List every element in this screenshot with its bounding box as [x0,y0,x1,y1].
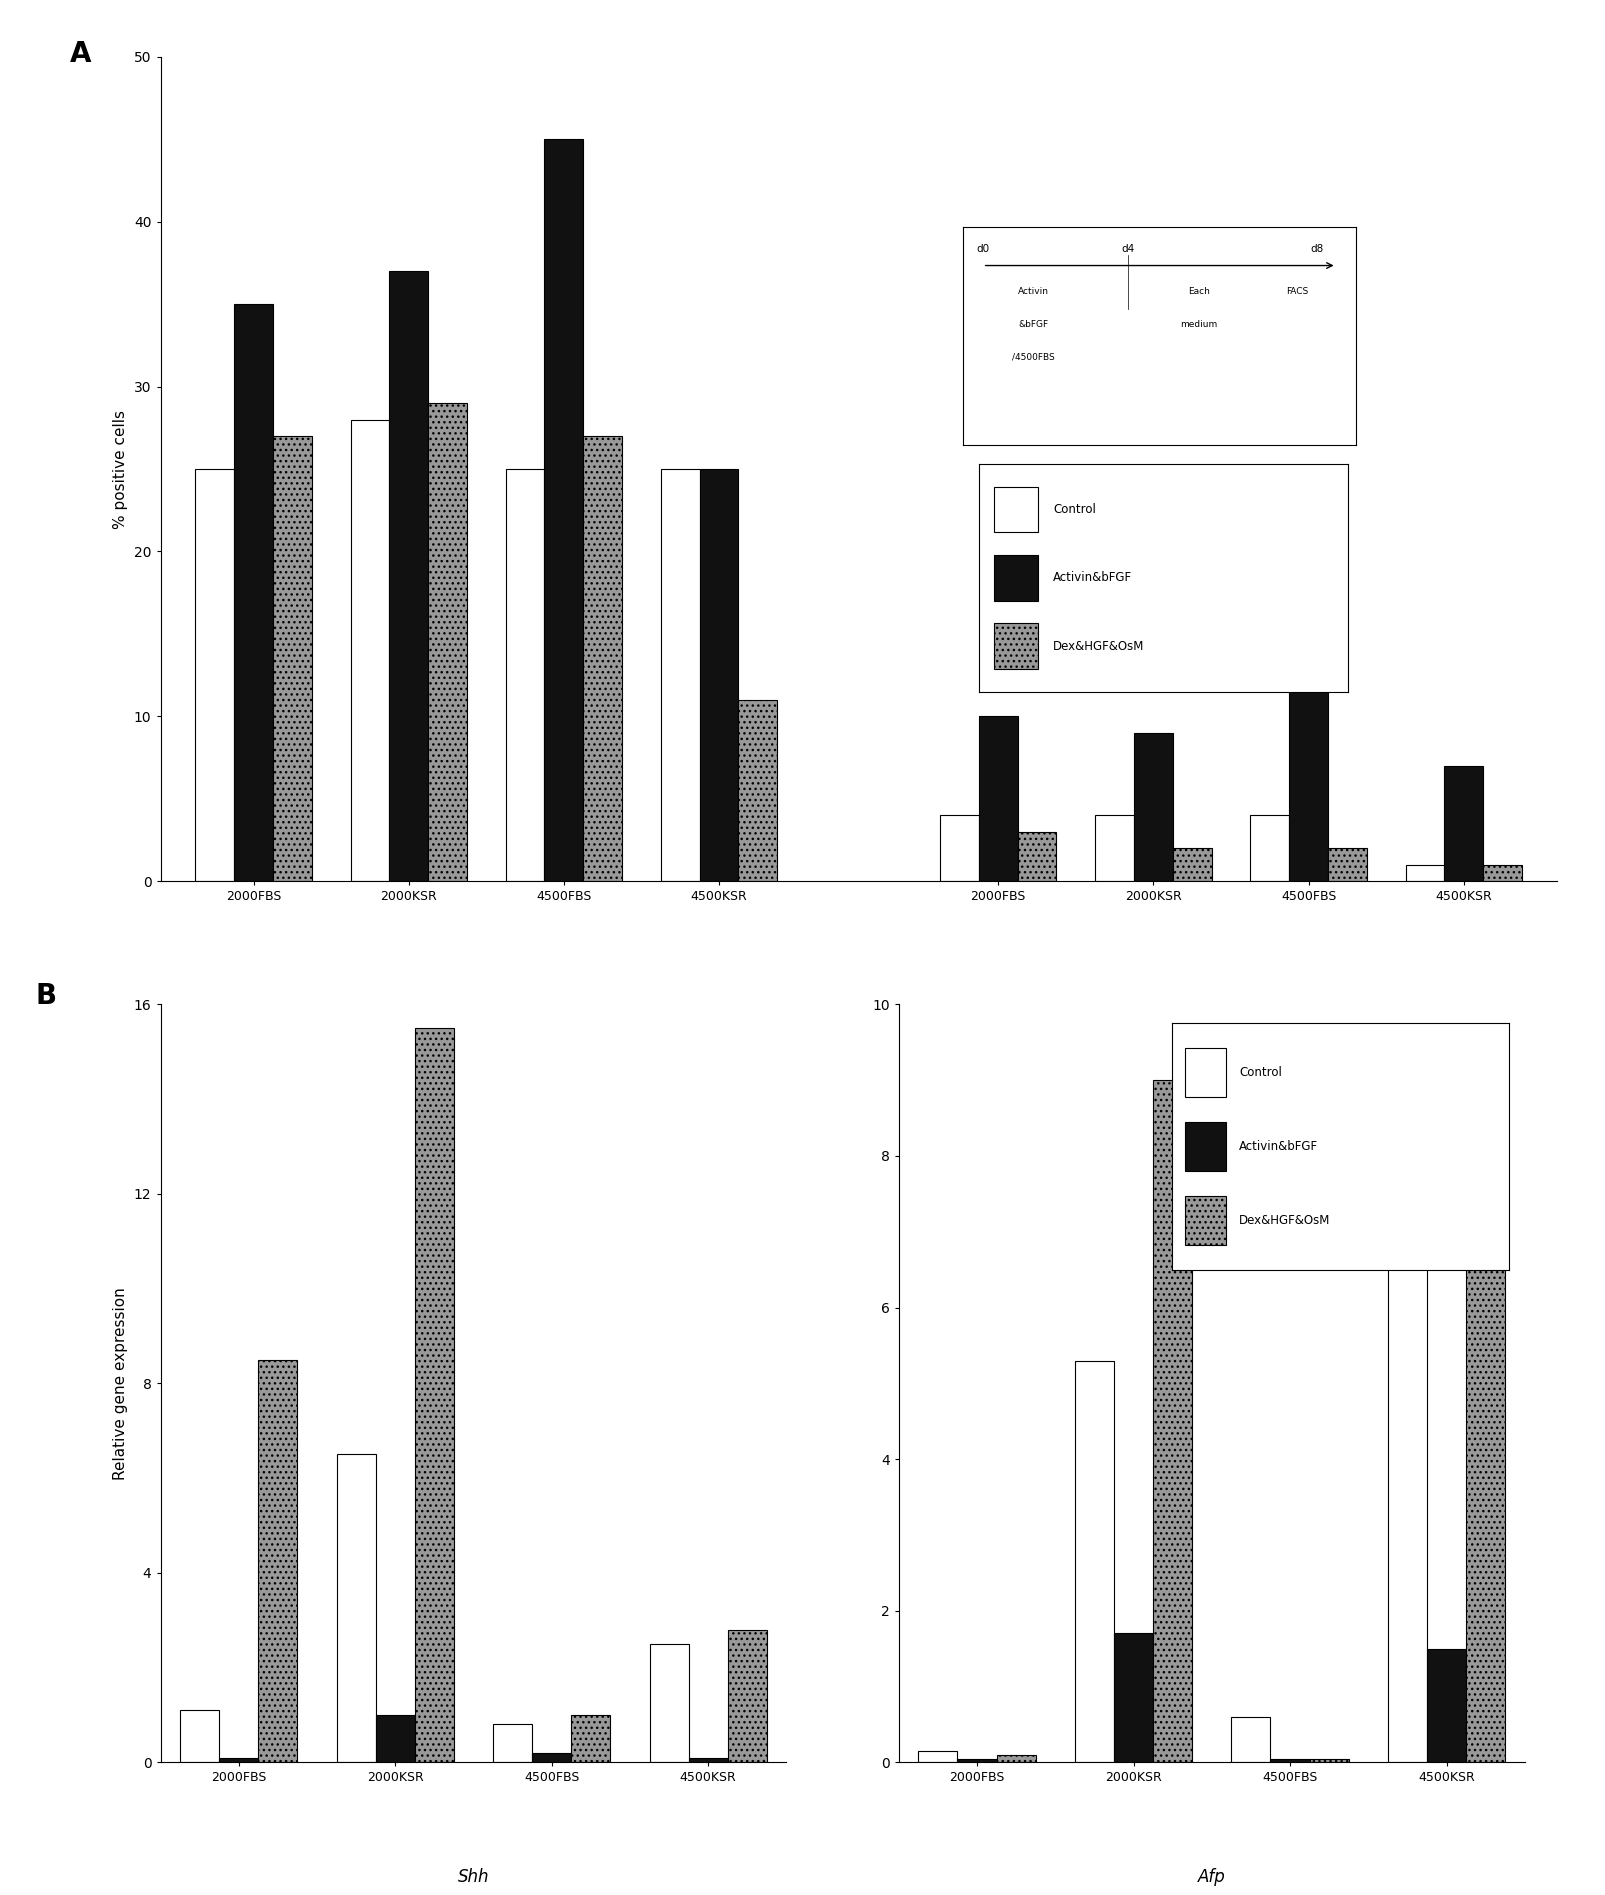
Bar [1018,832,1056,881]
Text: d0: d0 [976,244,989,254]
Text: d4: d4 [1122,244,1135,254]
Text: Activin: Activin [1018,288,1050,296]
Bar [727,1630,767,1762]
FancyBboxPatch shape [993,623,1038,669]
Text: Pdx1/GFP+: Pdx1/GFP+ [1188,1021,1274,1037]
Bar [1271,1759,1310,1762]
Text: Activin&bFGF: Activin&bFGF [1239,1141,1318,1152]
Bar [429,404,467,881]
Bar [918,1751,958,1762]
FancyBboxPatch shape [1184,1122,1226,1171]
FancyBboxPatch shape [993,555,1038,601]
Bar [1406,864,1444,881]
Bar [1465,1194,1505,1762]
Bar [273,436,311,881]
FancyBboxPatch shape [1184,1048,1226,1097]
Text: Dex&HGF&OsM: Dex&HGF&OsM [1239,1215,1331,1226]
Bar [414,1027,454,1762]
Bar [220,1759,258,1762]
Bar [180,1709,220,1762]
Y-axis label: Relative gene expression: Relative gene expression [114,1287,128,1480]
Bar [583,436,623,881]
Bar [650,1643,689,1762]
Bar [1135,733,1173,881]
Bar [1427,1649,1465,1762]
Bar [1075,1361,1114,1762]
Text: Afp: Afp [1197,1868,1226,1886]
Bar [958,1759,997,1762]
Bar [700,470,738,881]
Bar [1289,551,1327,881]
Bar [350,419,390,881]
Text: A: A [69,40,91,68]
Bar [1114,1633,1152,1762]
Bar [941,815,979,881]
Bar [661,470,700,881]
Bar [258,1361,297,1762]
Text: Shh: Shh [457,1868,490,1886]
Text: Activin&bFGF: Activin&bFGF [1053,572,1132,584]
Text: Control: Control [1239,1067,1282,1078]
Bar [1173,849,1212,881]
Bar [1095,815,1135,881]
Bar [1152,1080,1193,1762]
FancyBboxPatch shape [993,487,1038,532]
Bar [376,1715,414,1762]
Bar [493,1724,533,1762]
Bar [1388,1217,1427,1762]
Bar [1310,1759,1348,1762]
Bar [337,1455,376,1762]
Text: E-cadherin+/Cxcr4+: E-cadherin+/Cxcr4+ [408,1021,565,1037]
Bar [1327,849,1367,881]
Text: Dex&HGF&OsM: Dex&HGF&OsM [1053,641,1144,652]
Text: Each: Each [1188,288,1210,296]
Text: B: B [35,982,56,1010]
Text: medium: medium [1180,320,1218,330]
Bar [571,1715,610,1762]
Text: Control: Control [1053,504,1096,515]
Bar [533,1753,571,1762]
Text: FACS: FACS [1286,288,1308,296]
Text: /4500FBS: /4500FBS [1013,352,1054,362]
Bar [689,1759,727,1762]
Bar [234,305,273,881]
Bar [506,470,544,881]
Bar [738,699,777,881]
Bar [1444,766,1483,881]
Y-axis label: % positive cells: % positive cells [114,409,128,529]
Bar [997,1755,1035,1762]
Bar [979,716,1018,881]
Bar [1231,1717,1271,1762]
FancyBboxPatch shape [1184,1196,1226,1245]
Bar [1250,815,1289,881]
Bar [544,140,583,881]
Bar [196,470,234,881]
Bar [1483,864,1522,881]
Bar [390,271,429,881]
Text: &bFGF: &bFGF [1019,320,1048,330]
Text: d8: d8 [1310,244,1324,254]
